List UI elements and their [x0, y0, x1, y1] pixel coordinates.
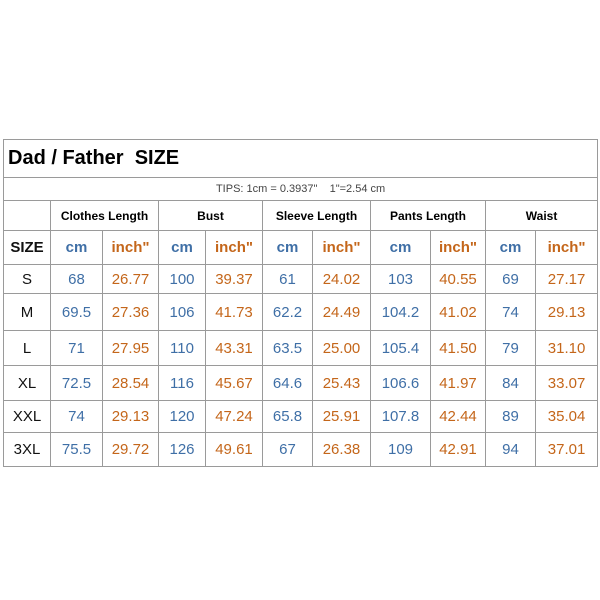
value-cell: 74	[485, 293, 536, 331]
value-cell: 25.00	[312, 330, 371, 366]
value-cell: 84	[485, 365, 536, 401]
value-cell: 72.5	[50, 365, 103, 401]
value-cell: 64.6	[262, 365, 313, 401]
size-cell: 3XL	[3, 432, 51, 467]
value-cell: 29.72	[102, 432, 159, 467]
value-cell: 71	[50, 330, 103, 366]
value-cell: 41.97	[430, 365, 486, 401]
unit-header: cm	[485, 230, 536, 265]
group-header-row: Clothes Length Bust Sleeve Length Pants Len…	[3, 200, 599, 231]
unit-header: inch"	[205, 230, 263, 265]
value-cell: 27.36	[102, 293, 159, 331]
value-cell: 28.54	[102, 365, 159, 401]
unit-header: cm	[158, 230, 206, 265]
value-cell: 107.8	[370, 400, 431, 433]
unit-header: cm	[50, 230, 103, 265]
size-cell: M	[3, 293, 51, 331]
value-cell: 49.61	[205, 432, 263, 467]
value-cell: 106.6	[370, 365, 431, 401]
value-cell: 126	[158, 432, 206, 467]
value-cell: 104.2	[370, 293, 431, 331]
value-cell: 103	[370, 264, 431, 294]
size-cell: S	[3, 264, 51, 294]
unit-header: inch"	[534, 230, 599, 265]
value-cell: 26.77	[102, 264, 159, 294]
value-cell: 106	[158, 293, 206, 331]
value-cell: 75.5	[50, 432, 103, 467]
value-cell: 45.67	[205, 365, 263, 401]
value-cell: 65.8	[262, 400, 313, 433]
value-cell: 116	[158, 365, 206, 401]
size-chart: Dad / Father SIZE TIPS: 1cm = 0.3937" 1"…	[2, 139, 599, 467]
value-cell: 26.38	[312, 432, 371, 467]
value-cell: 47.24	[205, 400, 263, 433]
size-table: Dad / Father SIZE TIPS: 1cm = 0.3937" 1"…	[2, 139, 599, 467]
blank-cell	[3, 200, 51, 231]
value-cell: 27.17	[534, 264, 599, 294]
unit-header: cm	[262, 230, 313, 265]
data-row: 3XL 75.5 29.72 126 49.61 67 26.38 109 42.91 94 37.…	[3, 432, 599, 467]
value-cell: 24.02	[312, 264, 371, 294]
group-header: Clothes Length	[50, 200, 159, 231]
value-cell: 69	[485, 264, 536, 294]
value-cell: 33.07	[534, 365, 599, 401]
value-cell: 120	[158, 400, 206, 433]
group-header: Pants Length	[370, 200, 486, 231]
value-cell: 105.4	[370, 330, 431, 366]
size-cell: L	[3, 330, 51, 366]
value-cell: 41.50	[430, 330, 486, 366]
value-cell: 25.43	[312, 365, 371, 401]
title: Dad / Father SIZE	[2, 139, 599, 178]
data-row: XXL 74 29.13 120 47.24 65.8 25.91 107.8 42.44 89 3…	[3, 400, 599, 433]
size-header: SIZE	[3, 230, 51, 265]
size-cell: XL	[3, 365, 51, 401]
value-cell: 62.2	[262, 293, 313, 331]
value-cell: 69.5	[50, 293, 103, 331]
value-cell: 25.91	[312, 400, 371, 433]
value-cell: 43.31	[205, 330, 263, 366]
value-cell: 41.02	[430, 293, 486, 331]
value-cell: 89	[485, 400, 536, 433]
unit-header: cm	[370, 230, 431, 265]
value-cell: 41.73	[205, 293, 263, 331]
group-header: Bust	[158, 200, 263, 231]
unit-header: inch"	[430, 230, 486, 265]
value-cell: 109	[370, 432, 431, 467]
value-cell: 37.01	[534, 432, 599, 467]
value-cell: 94	[485, 432, 536, 467]
value-cell: 68	[50, 264, 103, 294]
unit-header: inch"	[312, 230, 371, 265]
data-row: S 68 26.77 100 39.37 61 24.02 103 40.55 69 27.17	[3, 264, 599, 294]
data-row: M 69.5 27.36 106 41.73 62.2 24.49 104.2 41.02 74 2…	[3, 293, 599, 331]
value-cell: 63.5	[262, 330, 313, 366]
value-cell: 42.44	[430, 400, 486, 433]
group-header: Sleeve Length	[262, 200, 371, 231]
group-header: Waist	[484, 200, 599, 231]
data-row: XL 72.5 28.54 116 45.67 64.6 25.43 106.6 41.97 84…	[3, 365, 599, 401]
data-row: L 71 27.95 110 43.31 63.5 25.00 105.4 41.50 79 31.…	[3, 330, 599, 366]
value-cell: 27.95	[102, 330, 159, 366]
unit-header: inch"	[102, 230, 159, 265]
value-cell: 74	[50, 400, 103, 433]
value-cell: 35.04	[534, 400, 599, 433]
unit-header-row: SIZE cm inch" cm inch" cm inch" cm inch" cm inch"	[3, 230, 599, 265]
tips: TIPS: 1cm = 0.3937" 1"=2.54 cm	[2, 177, 599, 201]
size-cell: XXL	[3, 400, 51, 433]
value-cell: 29.13	[534, 293, 599, 331]
value-cell: 67	[262, 432, 313, 467]
value-cell: 79	[485, 330, 536, 366]
value-cell: 24.49	[312, 293, 371, 331]
value-cell: 100	[158, 264, 206, 294]
value-cell: 39.37	[205, 264, 263, 294]
value-cell: 31.10	[534, 330, 599, 366]
value-cell: 42.91	[430, 432, 486, 467]
value-cell: 40.55	[430, 264, 486, 294]
value-cell: 29.13	[102, 400, 159, 433]
value-cell: 110	[158, 330, 206, 366]
value-cell: 61	[262, 264, 313, 294]
